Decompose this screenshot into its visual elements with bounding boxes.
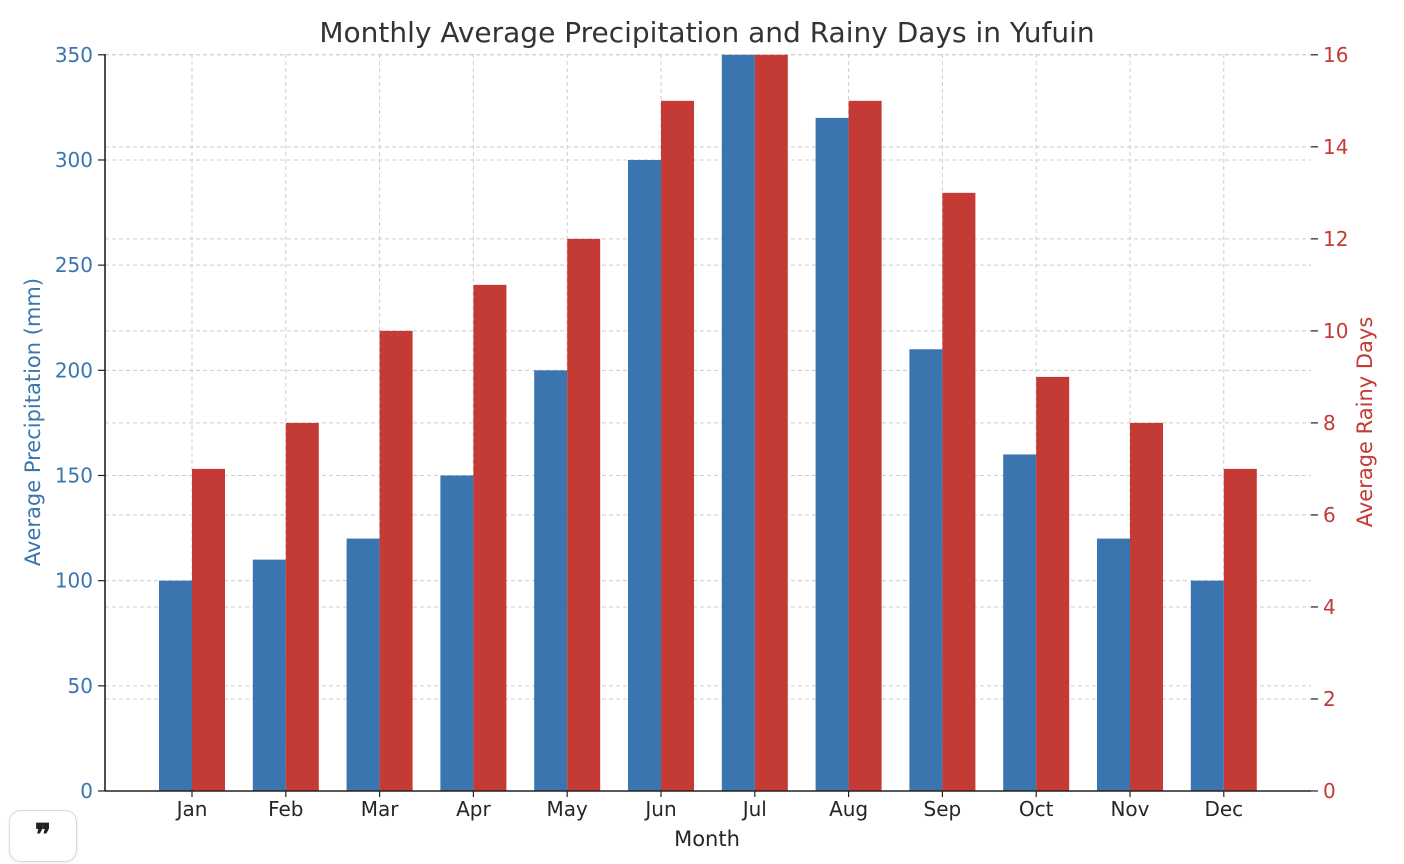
- bar-precipitation: [721, 54, 755, 792]
- x-tick-label: Feb: [268, 797, 303, 821]
- bar-rainy-days: [285, 422, 319, 791]
- bar-precipitation: [252, 559, 286, 791]
- bars: [159, 54, 1257, 792]
- y-left-tick-label: 250: [55, 253, 93, 277]
- y-left-tick-label: 350: [55, 43, 93, 67]
- quote-button[interactable]: ❞: [9, 810, 77, 862]
- y-left-tick-label: 0: [80, 779, 93, 803]
- y-left-tick-label: 200: [55, 358, 93, 382]
- bar-precipitation: [534, 370, 568, 791]
- bar-rainy-days: [567, 238, 601, 791]
- y-right-tick-label: 0: [1323, 779, 1336, 803]
- bar-precipitation: [346, 538, 380, 791]
- y-left-tick-label: 100: [55, 569, 93, 593]
- y-right-tick-label: 2: [1323, 687, 1336, 711]
- bar-precipitation: [909, 349, 943, 791]
- bar-rainy-days: [192, 468, 225, 791]
- y-right-tick-label: 10: [1323, 319, 1348, 343]
- x-tick-label: Jan: [175, 797, 208, 821]
- bar-rainy-days: [1223, 468, 1257, 791]
- y-right-tick-label: 6: [1323, 503, 1336, 527]
- bar-rainy-days: [1130, 422, 1163, 791]
- bar-rainy-days: [848, 100, 882, 792]
- y-left-tick-label: 150: [55, 463, 93, 487]
- chart-title: Monthly Average Precipitation and Rainy …: [319, 16, 1094, 49]
- x-tick-label: Oct: [1019, 797, 1054, 821]
- x-tick-label: Aug: [829, 797, 868, 821]
- x-tick-label: Nov: [1110, 797, 1149, 821]
- y-right-tick-label: 4: [1323, 595, 1336, 619]
- bar-rainy-days: [1036, 376, 1070, 791]
- bar-rainy-days: [473, 284, 507, 791]
- y-right-tick-label: 16: [1323, 43, 1348, 67]
- bar-precipitation: [1097, 538, 1130, 791]
- y-right-tick-label: 8: [1323, 411, 1336, 435]
- bar-precipitation: [1003, 454, 1037, 791]
- x-tick-label: Dec: [1204, 797, 1243, 821]
- y-right-axis-label: Average Rainy Days: [1353, 317, 1377, 528]
- x-tick-label: Apr: [456, 797, 491, 821]
- axes: 0 50 100 150 200 250 300 350 0 2 4 6 8 10 12 14 16 Jan Feb…: [55, 43, 1349, 821]
- y-left-tick-label: 300: [55, 148, 93, 172]
- bar-rainy-days: [942, 192, 976, 792]
- bar-precipitation: [628, 159, 661, 791]
- bar-precipitation: [159, 580, 192, 791]
- bar-rainy-days: [754, 54, 788, 792]
- quote-icon: ❞: [34, 818, 52, 853]
- x-tick-label: Mar: [361, 797, 400, 821]
- bar-rainy-days: [379, 330, 413, 791]
- x-tick-label: Jul: [741, 797, 767, 821]
- x-tick-label: Sep: [924, 797, 962, 821]
- y-left-tick-label: 50: [68, 674, 93, 698]
- y-left-axis-label: Average Precipitation (mm): [21, 278, 45, 566]
- bar-precipitation: [440, 475, 474, 791]
- y-right-tick-label: 14: [1323, 135, 1348, 159]
- x-tick-label: Jun: [643, 797, 676, 821]
- x-tick-label: May: [547, 797, 589, 821]
- y-right-tick-label: 12: [1323, 227, 1348, 251]
- bar-precipitation: [1190, 580, 1224, 791]
- bar-rainy-days: [661, 100, 694, 792]
- bar-precipitation: [815, 117, 849, 792]
- x-axis-label: Month: [674, 827, 740, 851]
